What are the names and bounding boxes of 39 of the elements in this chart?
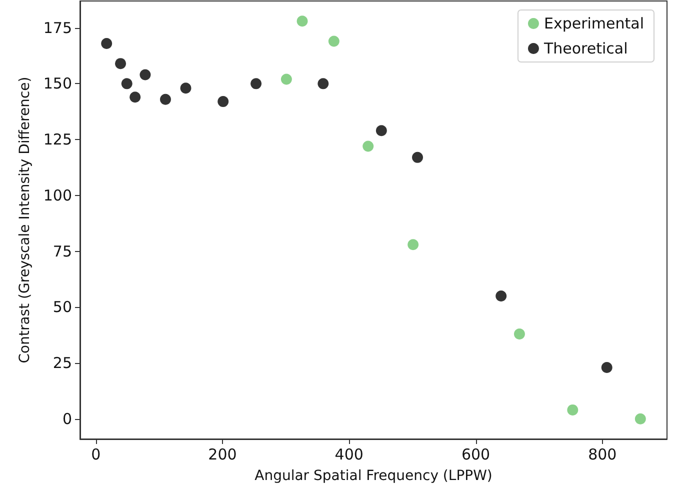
point (412, 152, 424, 163)
point (634, 413, 646, 424)
x-tick-label: 600 (461, 446, 490, 464)
y-tick-label: 150 (43, 74, 72, 93)
x-tick-label: 200 (208, 446, 237, 464)
point (362, 140, 374, 152)
point (180, 82, 192, 94)
legend-label: Experimental (544, 14, 644, 32)
point (250, 78, 262, 90)
y-tick-label: 100 (43, 186, 72, 204)
point (296, 16, 308, 27)
point (601, 362, 612, 373)
legend-label: Theoretical (542, 40, 628, 58)
x-tick-label: 400 (334, 446, 364, 464)
point (280, 74, 292, 85)
y-tick-label: 75 (52, 242, 72, 260)
point (101, 38, 112, 49)
y-axis-title: Contrast (Greyscale Intensity Difference) (17, 76, 33, 364)
point (115, 58, 126, 70)
point (130, 92, 141, 103)
point (496, 290, 507, 302)
point (160, 94, 171, 105)
y-tick-label: 50 (52, 298, 72, 316)
y-tick-label: 125 (43, 130, 72, 149)
x-tick-label: 0 (91, 446, 101, 464)
point (328, 36, 340, 47)
point (318, 78, 329, 90)
x-axis-title: Angular Spatial Frequency (LPPW) (254, 468, 492, 484)
y-tick-label: 25 (52, 354, 72, 372)
point (140, 69, 151, 80)
point (121, 78, 132, 90)
point (567, 404, 578, 416)
y-tick-label: 175 (43, 18, 72, 37)
point (376, 125, 387, 136)
x-tick-label: 800 (588, 446, 617, 464)
point (408, 239, 419, 250)
y-tick-label: 0 (62, 410, 72, 428)
point (514, 328, 525, 340)
point (218, 96, 229, 108)
